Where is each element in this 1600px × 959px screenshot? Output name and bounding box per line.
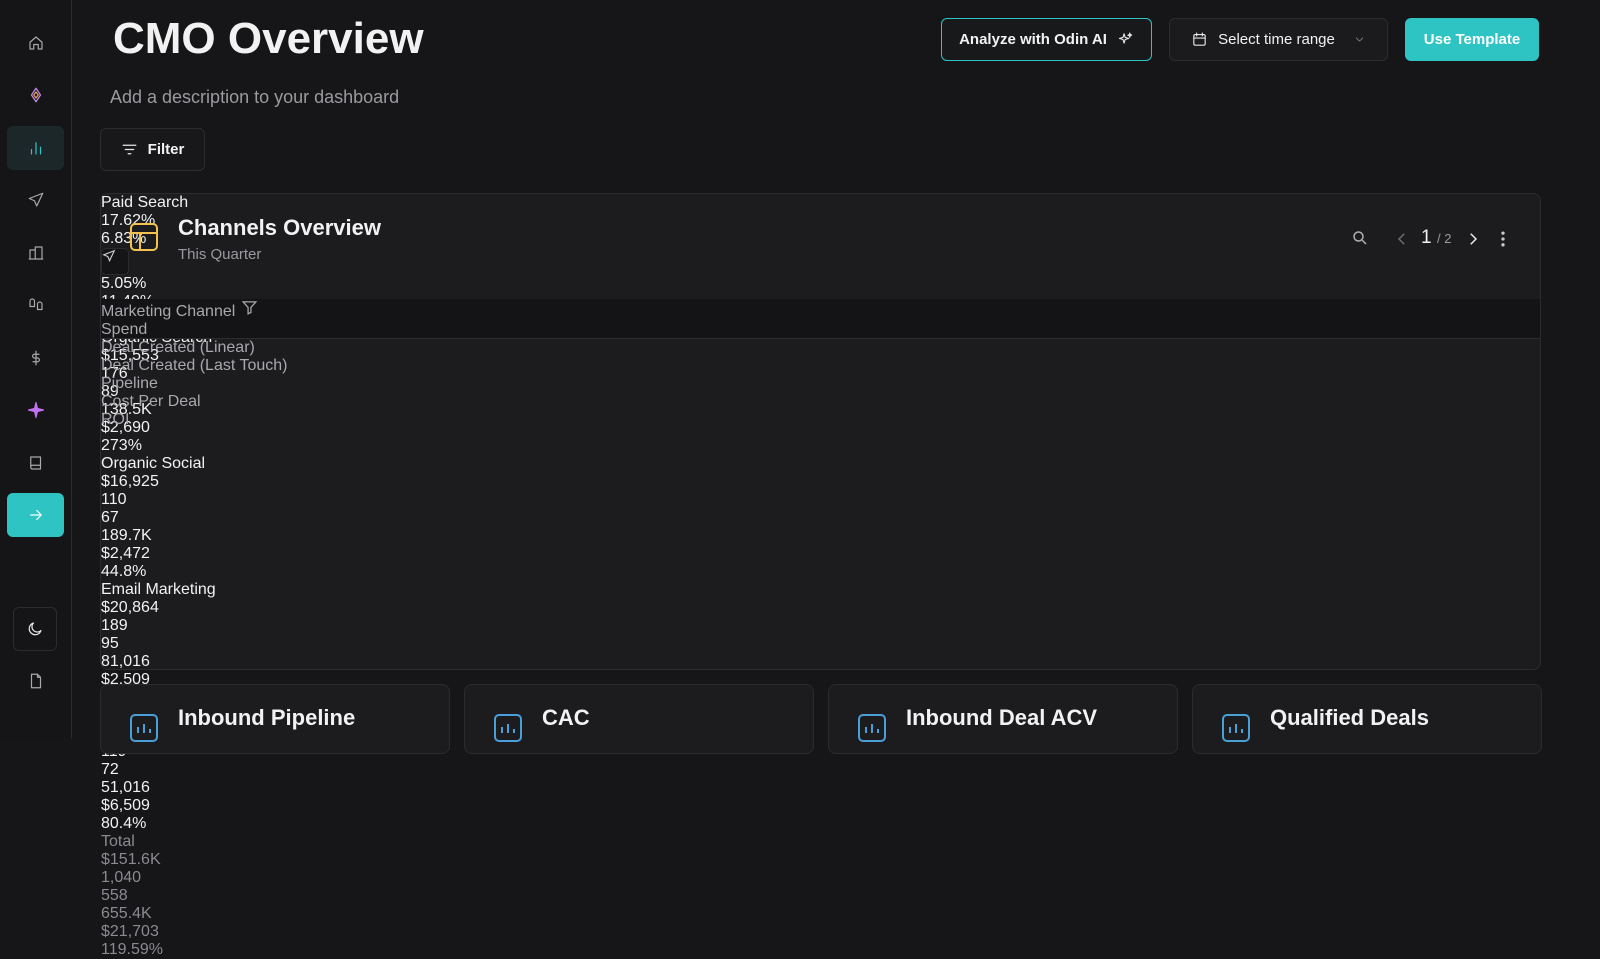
table-cell: Email Marketing <box>101 581 216 598</box>
next-page[interactable] <box>1466 230 1480 248</box>
table-cell: $15,553 <box>101 347 159 364</box>
search-icon[interactable] <box>1351 229 1369 247</box>
nav-home[interactable] <box>7 21 64 65</box>
more-menu[interactable] <box>1497 229 1509 249</box>
nav-companies[interactable] <box>7 231 64 275</box>
nav-file[interactable] <box>7 659 64 703</box>
total-cell: Total <box>101 833 135 850</box>
channels-card: Channels Overview This Quarter 1 / 2 Mar… <box>100 193 1541 958</box>
nav-ai[interactable] <box>7 388 64 432</box>
table-cell: $2,690 <box>101 419 150 436</box>
table-cell: Paid Search <box>101 194 189 211</box>
page-count: / 2 <box>1437 231 1452 246</box>
button-label: Select time range <box>1218 31 1335 48</box>
total-cell: 1,040 <box>101 869 142 886</box>
column-header: Pipeline <box>101 375 158 392</box>
column-header: ROI <box>101 411 130 428</box>
total-row: Total $151.6K 1,040 558 655.4K $21,703 119.59% <box>101 833 1540 958</box>
table-cell: 72 <box>101 761 119 778</box>
total-cell: 655.4K <box>101 905 152 922</box>
total-cell: 119.59% <box>101 941 163 958</box>
table-icon <box>130 223 158 251</box>
table-cell: 51,016 <box>101 779 150 796</box>
nav-campaigns[interactable] <box>7 178 64 222</box>
table-cell: 110 <box>101 491 127 508</box>
nav-docs[interactable] <box>7 441 64 485</box>
metric-card: CAC <box>464 684 814 754</box>
nav-journeys[interactable] <box>7 283 64 327</box>
table-cell: $2,472 <box>101 545 150 562</box>
total-cell: $21,703 <box>101 923 159 940</box>
column-header: Deal Created (Linear) <box>101 339 255 356</box>
current-page: 1 <box>1421 227 1432 248</box>
table-cell: 189.7K <box>101 527 152 544</box>
table-cell: 80.4% <box>101 815 147 832</box>
theme-toggle[interactable] <box>13 607 57 651</box>
metric-card: Qualified Deals <box>1192 684 1542 754</box>
prev-page[interactable] <box>1395 230 1409 248</box>
metric-card-title: CAC <box>542 705 590 730</box>
total-cell: 558 <box>101 887 128 904</box>
table-cell: 81,016 <box>101 653 150 670</box>
column-filter-icon[interactable] <box>241 299 258 316</box>
metric-card: Inbound Pipeline <box>100 684 450 754</box>
table-header: Marketing Channel Spend Deal Created (Line… <box>101 299 1540 428</box>
table-cell: 44.8% <box>101 563 147 580</box>
send-icon <box>102 249 116 263</box>
table-cell: $2,509 <box>101 671 150 688</box>
table-cell: 138.5K <box>101 401 152 418</box>
row-action-button[interactable] <box>101 248 129 275</box>
filter-button[interactable]: Filter <box>100 128 205 171</box>
analyze-button[interactable]: Analyze with Odin AI <box>941 18 1152 61</box>
description[interactable]: Add a description to your dashboard <box>110 87 400 107</box>
table-cell: 176 <box>101 365 128 382</box>
calendar-icon <box>1193 32 1206 46</box>
card-subtitle: This Quarter <box>178 246 262 263</box>
body: CMO Overview Add a description to your d… <box>0 0 1542 958</box>
total-cell: $151.6K <box>101 851 161 868</box>
nav-dashboards[interactable] <box>7 126 64 170</box>
table-cell: 67 <box>101 509 119 526</box>
column-header: Spend <box>101 321 148 338</box>
column-header: Marketing Channel <box>101 299 1540 321</box>
time-range-select[interactable]: Select time range <box>1169 18 1388 61</box>
button-label: Analyze with Odin AI <box>959 31 1107 48</box>
nav-revenue[interactable] <box>7 336 64 380</box>
table-cell: Organic Social <box>101 455 206 472</box>
table-cell: $20,864 <box>101 599 159 616</box>
table-cell: $6,509 <box>101 797 150 814</box>
nav-logo[interactable] <box>7 73 64 117</box>
filter-icon <box>122 144 137 155</box>
metric-card-title: Inbound Deal ACV <box>906 705 1098 730</box>
use-template-button[interactable]: Use Template <box>1405 18 1539 61</box>
column-header: Deal Created (Last Touch) <box>101 357 288 374</box>
table-cell: 95 <box>101 635 119 652</box>
nav-expand[interactable] <box>7 493 64 537</box>
table-cell: 273% <box>101 437 142 454</box>
table-row: Organic Social $16,925 110 67 189.7K $2,472 44… <box>101 455 1540 581</box>
sparkle-icon <box>1118 32 1133 44</box>
table-cell: 89 <box>101 383 119 400</box>
metric-card-title: Qualified Deals <box>1270 705 1429 730</box>
metric-card: Inbound Deal ACV <box>828 684 1178 754</box>
page-title: CMO Overview <box>113 14 424 63</box>
sidebar <box>0 0 72 739</box>
page: CMO Overview {"header": {"title": "CMO O… <box>0 0 1542 958</box>
table-cell: $16,925 <box>101 473 159 490</box>
chevron-down <box>1355 37 1364 42</box>
table-cell: 5.05% <box>101 275 147 292</box>
button-label: Filter <box>147 141 185 158</box>
metric-card-title: Inbound Pipeline <box>178 705 356 730</box>
table-cell: 189 <box>101 617 128 634</box>
column-header: Cost Per Deal <box>101 393 201 410</box>
card-title: Channels Overview <box>178 215 381 240</box>
table-cell: 6.83% <box>101 230 147 247</box>
